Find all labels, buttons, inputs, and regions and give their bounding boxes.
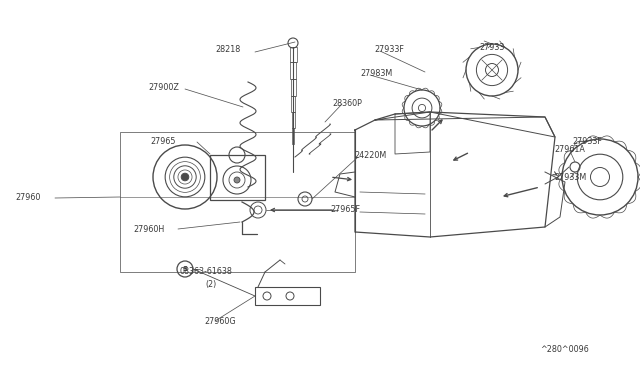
Circle shape	[181, 173, 189, 181]
Text: 24220M: 24220M	[354, 151, 387, 160]
Bar	[289, 47, 296, 62]
Bar	[210, 155, 265, 200]
Bar	[290, 62, 296, 79]
Circle shape	[234, 177, 240, 183]
Bar	[291, 112, 294, 128]
Text: 08363-61638: 08363-61638	[179, 267, 232, 276]
Bar	[291, 79, 296, 96]
Text: ^280^0096: ^280^0096	[540, 346, 589, 355]
Text: 27933M: 27933M	[554, 173, 586, 183]
Text: 28218: 28218	[215, 45, 240, 55]
Text: 27960H: 27960H	[133, 224, 164, 234]
Bar	[292, 128, 294, 144]
Text: 27900Z: 27900Z	[148, 83, 179, 93]
Text: 27965F: 27965F	[330, 205, 360, 215]
Bar	[120, 132, 355, 272]
Text: 27983M: 27983M	[360, 70, 392, 78]
Text: S: S	[182, 266, 188, 272]
Text: 27933F: 27933F	[374, 45, 404, 54]
Text: 27961A: 27961A	[554, 145, 585, 154]
Text: (2): (2)	[205, 279, 216, 289]
Bar	[291, 96, 295, 112]
Text: 27933F: 27933F	[572, 138, 602, 147]
Text: 27960: 27960	[15, 193, 40, 202]
Text: 27933: 27933	[479, 42, 504, 51]
Bar	[255, 287, 320, 305]
Text: 27965: 27965	[150, 138, 175, 147]
Text: 28360P: 28360P	[332, 99, 362, 109]
Text: 27960G: 27960G	[204, 317, 236, 326]
